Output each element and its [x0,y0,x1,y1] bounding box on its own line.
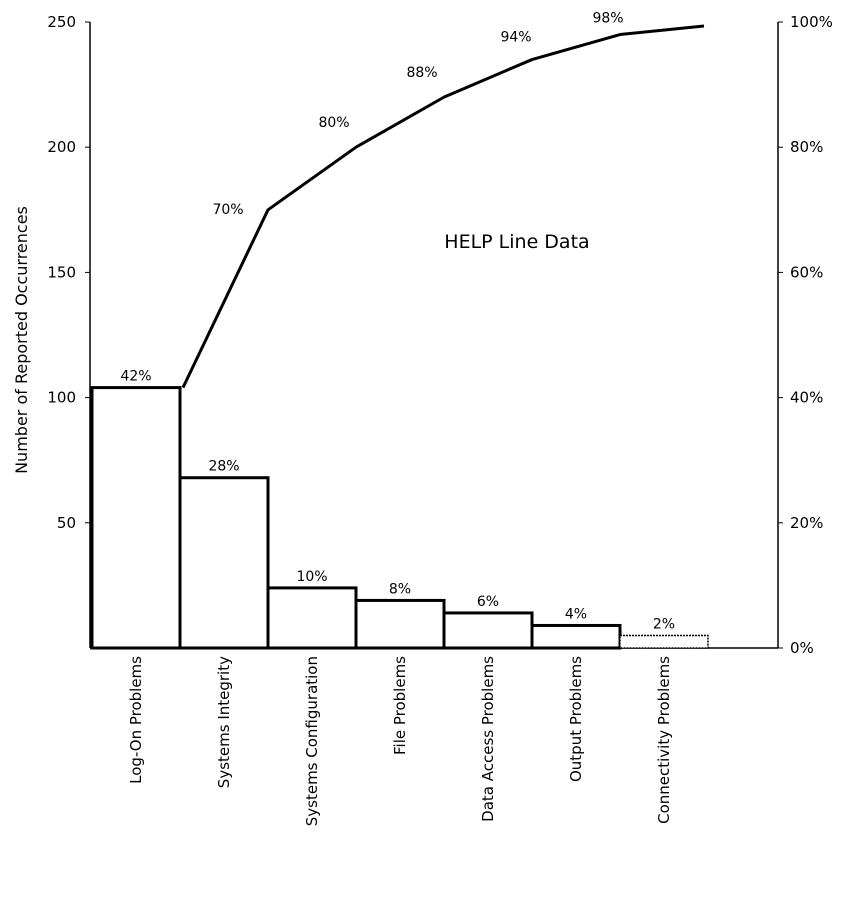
y2-tick-label: 100% [790,13,833,31]
y2-tick-label: 80% [790,138,823,156]
bar-pct-label: 8% [389,581,411,597]
bar-pct-label: 10% [296,569,327,585]
cumulative-label: 88% [406,65,437,81]
labels: 250 200 150 100 50 100% 80% 60% 40% 20% 0% 42% Log-O… [47,11,833,827]
bar-5 [442,611,534,650]
y2-tick-label: 0% [790,639,814,657]
cumulative-label: 70% [212,202,243,218]
bar-pct-label: 2% [653,616,675,632]
cumulative-line [181,24,705,389]
y-tick-label: 250 [47,13,76,31]
chart-title: HELP Line Data [444,231,589,253]
y-tick-label: 200 [47,138,76,156]
category-label: Connectivity Problems [655,656,673,824]
bar-1 [90,386,182,650]
category-label: Systems Configuration [303,656,321,826]
bar-pct-label: 4% [565,606,587,622]
y-tick-label: 50 [57,514,76,532]
cumulative-line-group [181,24,705,389]
bar-3 [266,586,358,650]
y2-tick-label: 60% [790,263,823,281]
y-tick-label: 150 [47,263,76,281]
category-label: File Problems [391,656,409,755]
y-tick-label: 100 [47,389,76,407]
cumulative-label: 80% [318,115,349,131]
bar-pct-label: 6% [477,594,499,610]
bar-2 [178,476,270,650]
category-label: Data Access Problems [479,656,497,822]
bar-pct-label: 28% [208,459,239,475]
cumulative-label: 98% [592,11,623,27]
bar-6 [530,623,622,650]
y2-tick-label: 20% [790,514,823,532]
bar-pct-label: 42% [120,369,151,385]
bar-7 [619,634,709,649]
y-axis-label: Number of Reported Occurrences [12,206,31,474]
category-label: Log-On Problems [127,656,145,784]
category-label: Systems Integrity [215,656,233,788]
bars [90,386,709,650]
y2-tick-label: 40% [790,389,823,407]
category-label: Output Problems [567,656,585,782]
cumulative-label: 94% [500,30,531,46]
bar-4 [354,598,446,650]
